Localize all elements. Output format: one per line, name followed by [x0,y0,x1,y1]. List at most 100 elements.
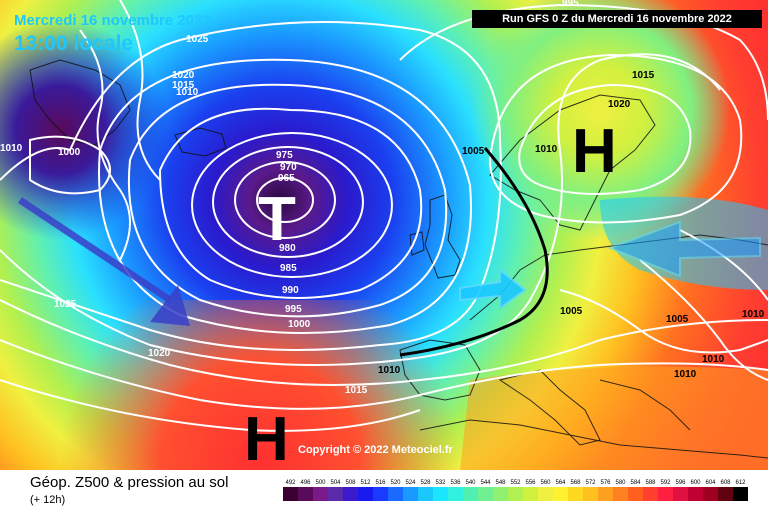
legend-swatch [598,487,613,501]
legend-swatch [508,487,523,501]
legend-value: 524 [405,480,416,486]
legend-value: 500 [315,480,326,486]
legend-value: 596 [675,480,686,486]
legend-swatch [343,487,358,501]
map-title: Géop. Z500 & pression au sol [30,474,229,491]
legend-swatch [418,487,433,501]
legend-value: 504 [330,480,341,486]
legend-swatch [613,487,628,501]
legend-value: 576 [600,480,611,486]
legend-swatch [433,487,448,501]
geopotential-map: 1025 1020 1015 1010 1010 1000 975 970 96… [0,0,768,470]
legend-value: 560 [540,480,551,486]
arrow-southeast [18,197,172,303]
copyright-notice: Copyright © 2022 Meteociel.fr [298,444,453,456]
isobar-label: 990 [282,285,299,296]
legend-value: 544 [480,480,491,486]
low-center-letter: T [258,185,296,254]
isobar-label: 1010 [535,144,558,155]
legend-swatch [583,487,598,501]
legend-bar: Géop. Z500 & pression au sol (+ 12h) 492… [0,470,768,512]
isobar-labels: 1025 1020 1015 1010 1010 1000 975 970 96… [0,0,765,380]
isobar-label: 1025 [54,299,77,310]
legend-value: 564 [555,480,566,486]
legend-value: 532 [435,480,446,486]
arrow-east [459,267,527,310]
high-center-letter: H [572,117,617,186]
legend-swatch [673,487,688,501]
arrow-southeast-head [150,285,190,326]
europe-coast [399,234,768,446]
isobar-line [127,83,448,318]
legend-value: 556 [525,480,536,486]
isobar-label: 1000 [288,319,311,330]
isobar-label: 975 [276,150,293,161]
legend-value: 520 [390,480,401,486]
legend-value: 580 [615,480,626,486]
isobar-line [0,21,502,351]
isobar-label: 1010 [674,369,697,380]
isobar-line [158,107,423,299]
legend-value: 552 [510,480,521,486]
legend-value: 568 [570,480,581,486]
isobar-line [79,29,131,261]
north-africa-coast [419,419,768,459]
cold-front [399,147,549,357]
isobar-label: 1020 [172,70,195,81]
legend-swatch [523,487,538,501]
isobar-label: 1010 [0,143,23,154]
isobar-label: 1005 [462,146,485,157]
legend-value: 540 [465,480,476,486]
legend-swatch [313,487,328,501]
flow-arrows [18,197,761,326]
legend-value: 512 [360,480,371,486]
legend-swatch [328,487,343,501]
forecast-date: Mercredi 16 novembre 2022 [14,12,211,29]
legend-value: 608 [720,480,731,486]
isobar-label: 1005 [666,314,689,325]
forecast-offset: (+ 12h) [30,494,66,506]
legend-value: 604 [705,480,716,486]
isobar-line [0,299,768,386]
isobar-label: 1010 [702,354,725,365]
isobar-label: 970 [280,162,297,173]
legend-swatch [448,487,463,501]
isobar-line [679,229,768,301]
legend-swatch [283,487,298,501]
isobar-label: 995 [562,0,579,9]
color-scale: 492 496 500 504 508 512 516 520 524 528 532 536 540 5… [283,480,748,501]
isobar-label: 1010 [176,87,199,98]
legend-value: 508 [345,480,356,486]
legend-value: 612 [735,480,746,486]
legend-value: 588 [645,480,656,486]
legend-value: 528 [420,480,431,486]
legend-swatch [643,487,658,501]
isobar-label: 1020 [608,99,631,110]
isobar-line [0,379,421,432]
isobar-line [399,3,768,121]
isobar-label: 1005 [560,306,583,317]
legend-value: 516 [375,480,386,486]
isobar-line [559,289,768,354]
legend-value: 572 [585,480,596,486]
legend-swatch [628,487,643,501]
forecast-local-time: 13:00 locale [14,32,134,55]
isobar-line [518,83,692,195]
isobar-label: 995 [285,304,302,315]
isobar-label: 1010 [742,309,765,320]
legend-swatch [388,487,403,501]
legend-swatch [463,487,478,501]
isobar-label: 980 [279,243,296,254]
legend-swatch [298,487,313,501]
mediterranean-warm-shade [460,366,768,470]
isobar-label: 1020 [148,348,171,359]
scandinavia-coast [489,94,656,231]
legend-value: 600 [690,480,701,486]
pressure-centers: T H H [244,117,617,470]
legend-swatch [688,487,703,501]
isobars [0,0,768,431]
isobar-ring [234,161,336,239]
isobar-line [0,339,768,410]
legend-value: 584 [630,480,641,486]
